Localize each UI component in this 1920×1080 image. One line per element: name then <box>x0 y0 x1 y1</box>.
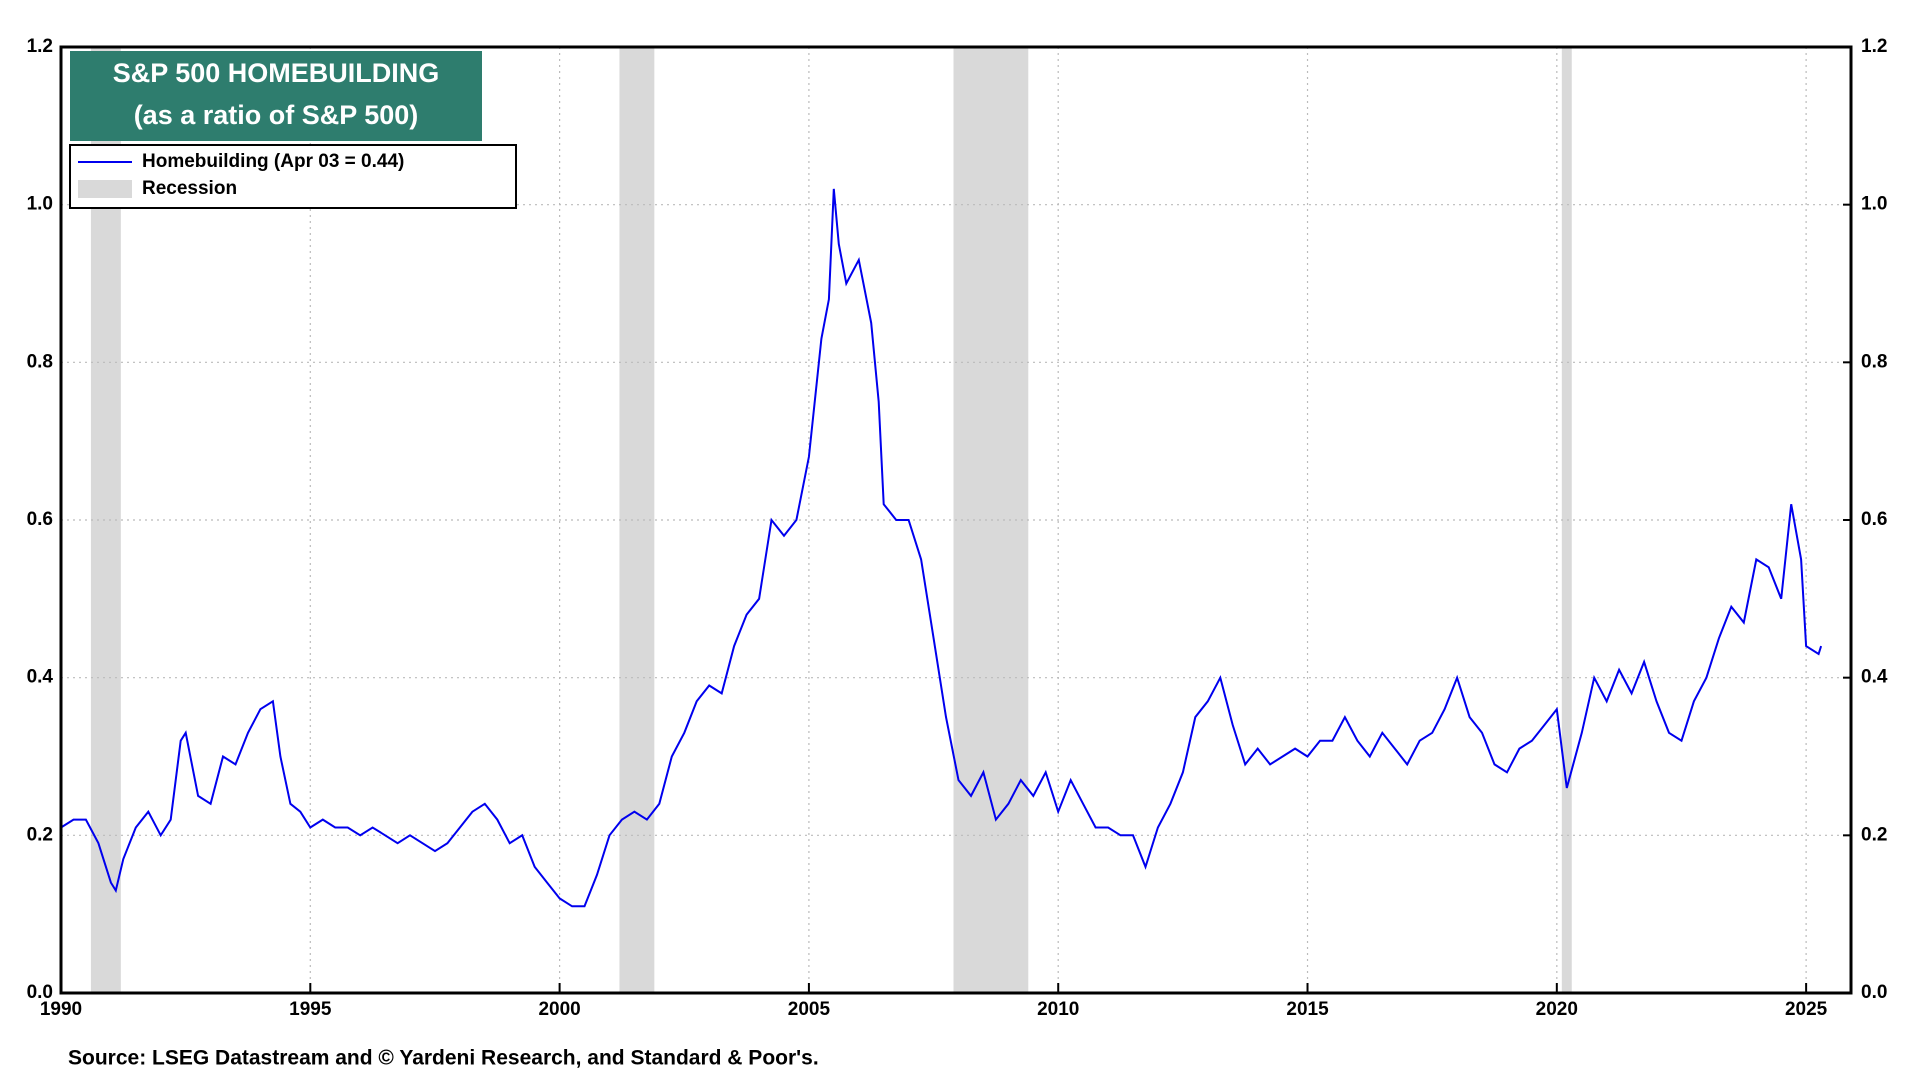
x-tick-label: 2005 <box>788 999 831 1020</box>
x-tick-label: 1990 <box>40 999 82 1020</box>
legend-swatch <box>78 180 132 198</box>
y-tick-label: 1.2 <box>27 36 53 57</box>
chart-title: S&P 500 HOMEBUILDING <box>113 58 440 88</box>
x-tick-label: 2020 <box>1536 999 1578 1020</box>
x-tick-label: 2010 <box>1037 999 1079 1020</box>
y-tick-label: 0.4 <box>27 667 54 688</box>
legend-box <box>69 144 517 209</box>
y2-tick-label: 0.8 <box>1861 351 1887 372</box>
recession-band <box>953 47 1029 993</box>
legend-label: Homebuilding (Apr 03 = 0.44) <box>142 151 404 172</box>
y-tick-label: 0.2 <box>27 824 53 845</box>
chart-subtitle: (as a ratio of S&P 500) <box>134 100 419 130</box>
source-note: Source: LSEG Datastream and © Yardeni Re… <box>68 1047 819 1070</box>
legend-label: Recession <box>142 178 237 199</box>
y2-tick-label: 1.2 <box>1861 36 1887 57</box>
title-box <box>70 51 482 141</box>
plot-border <box>59 45 1853 995</box>
y2-tick-label: 0.6 <box>1861 509 1887 530</box>
y2-tick-label: 1.0 <box>1861 194 1887 215</box>
y2-tick-label: 0.0 <box>1861 982 1887 1003</box>
x-tick-label: 2025 <box>1785 999 1828 1020</box>
y-tick-label: 0.6 <box>27 509 53 530</box>
y2-tick-label: 0.4 <box>1861 667 1888 688</box>
recession-band <box>1561 47 1572 993</box>
y-tick-label: 1.0 <box>27 194 53 215</box>
x-tick-label: 1995 <box>289 999 332 1020</box>
x-tick-label: 2000 <box>538 999 580 1020</box>
y2-tick-label: 0.2 <box>1861 824 1887 845</box>
data-line <box>60 188 1823 908</box>
plot-area <box>59 45 1853 995</box>
x-tick-label: 2015 <box>1286 999 1329 1020</box>
y-tick-label: 0.8 <box>27 351 53 372</box>
y-tick-label: 0.0 <box>27 982 53 1003</box>
